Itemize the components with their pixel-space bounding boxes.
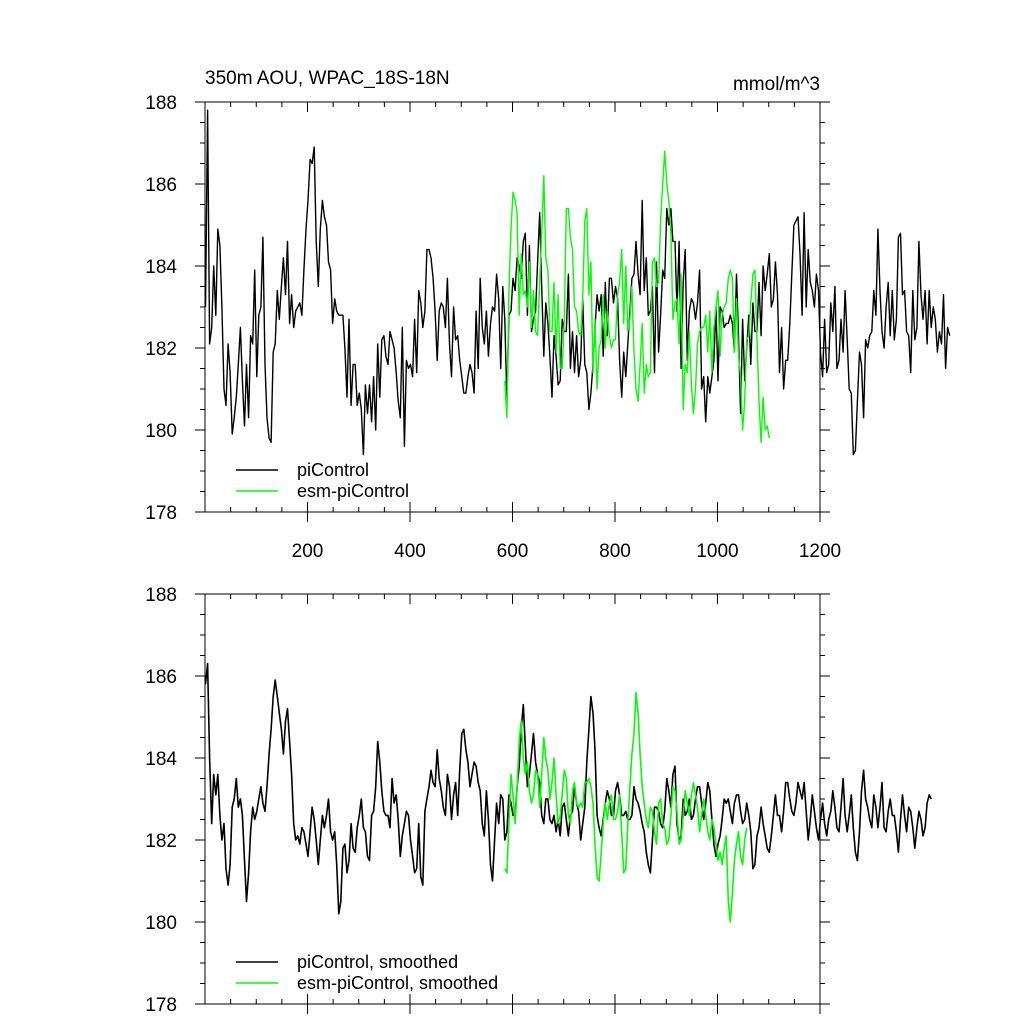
- top-series-line-picontrol: [204, 109, 951, 456]
- figure-units: mmol/m^3: [733, 74, 820, 95]
- top-xtick-label: 200: [292, 541, 324, 562]
- top-xtick-label: 1200: [799, 541, 841, 562]
- bottom-ytick-label: 180: [145, 913, 177, 934]
- top-ytick-label: 186: [145, 175, 177, 196]
- bottom-legend-label-esm-picontrol: esm-piControl, smoothed: [297, 973, 498, 993]
- top-ytick-label: 182: [145, 339, 177, 360]
- bottom-panel: 178 180 182 184 186 188 piControl, smoothed e…: [145, 585, 932, 1016]
- bottom-series-layer: [204, 662, 932, 923]
- top-ytick-label: 184: [145, 257, 177, 278]
- top-ytick-label: 188: [145, 93, 177, 114]
- top-ytick-label: 180: [145, 421, 177, 442]
- top-xtick-label: 400: [394, 541, 426, 562]
- bottom-ytick-label: 188: [145, 585, 177, 606]
- bottom-series-line-esm-picontrol: [504, 691, 748, 923]
- bottom-ytick-label: 186: [145, 667, 177, 688]
- top-xtick-label: 1000: [696, 541, 738, 562]
- top-axes: 178 180 182 184 186 188 200 400 600 800 1000 1200: [145, 93, 841, 562]
- top-xtick-label: 800: [599, 541, 631, 562]
- top-legend-label-picontrol: piControl: [297, 460, 369, 480]
- top-series-layer: [204, 109, 951, 456]
- top-legend-label-esm-picontrol: esm-piControl: [297, 481, 409, 501]
- top-ytick-label: 178: [145, 503, 177, 524]
- bottom-series-line-picontrol: [204, 662, 932, 915]
- bottom-legend: piControl, smoothed esm-piControl, smoot…: [236, 952, 498, 993]
- top-panel: 178 180 182 184 186 188 200 400 600 800 1000 1200 p…: [145, 93, 951, 562]
- bottom-axes: 178 180 182 184 186 188: [145, 585, 830, 1016]
- top-legend: piControl esm-piControl: [236, 460, 409, 501]
- top-series-line-esm-picontrol: [504, 150, 770, 443]
- bottom-ytick-label: 182: [145, 831, 177, 852]
- bottom-ytick-label: 178: [145, 995, 177, 1016]
- bottom-legend-label-picontrol: piControl, smoothed: [297, 952, 458, 972]
- bottom-ytick-label: 184: [145, 749, 177, 770]
- top-xtick-label: 600: [497, 541, 529, 562]
- figure-title: 350m AOU, WPAC_18S-18N: [205, 68, 450, 89]
